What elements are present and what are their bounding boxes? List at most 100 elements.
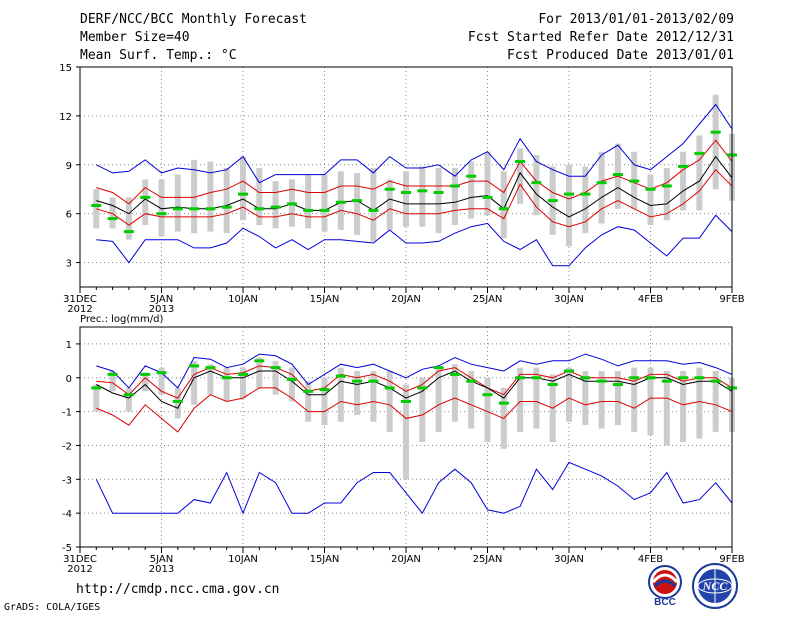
spread-box bbox=[240, 367, 246, 399]
x-tick-label: 10JAN bbox=[228, 294, 258, 305]
ncc-logo-icon: NCC bbox=[692, 563, 738, 609]
p10-line bbox=[96, 168, 733, 228]
spread-box bbox=[288, 367, 295, 402]
source-url[interactable]: http://cmdp.ncc.cma.gov.cn bbox=[76, 582, 280, 597]
x-tick-label: 31DEC bbox=[63, 294, 97, 305]
y-tick-label: 12 bbox=[59, 112, 72, 123]
y-tick-label: 3 bbox=[66, 259, 72, 270]
spread-box bbox=[370, 371, 377, 422]
mean-line bbox=[96, 155, 733, 218]
spread-box bbox=[631, 367, 638, 432]
spread-box bbox=[223, 168, 230, 234]
max-line bbox=[96, 353, 733, 389]
y-tick-label: -4 bbox=[62, 509, 72, 520]
spread-box bbox=[125, 387, 132, 412]
forecast-produced-date: Fcst Produced Date 2013/01/01 bbox=[507, 48, 734, 63]
spread-box bbox=[484, 377, 491, 443]
spread-box bbox=[256, 357, 263, 388]
max-line bbox=[96, 103, 733, 184]
spread-box bbox=[191, 360, 198, 405]
spread-box bbox=[386, 371, 393, 432]
y-tick-label: -2 bbox=[62, 441, 72, 452]
spread-box bbox=[272, 181, 279, 229]
spread-box bbox=[223, 367, 230, 402]
y-tick-label: -3 bbox=[62, 475, 72, 486]
x-tick-label: 20JAN bbox=[391, 294, 421, 305]
spread-box bbox=[566, 164, 572, 247]
x-tick-label: 15JAN bbox=[310, 294, 340, 305]
bcc-logo-text: BCC bbox=[654, 597, 676, 608]
spread-box bbox=[484, 151, 491, 216]
spread-box bbox=[663, 168, 670, 221]
spread-box bbox=[533, 155, 540, 216]
spread-box bbox=[109, 371, 116, 392]
spread-box bbox=[696, 135, 703, 211]
y-tick-label: 1 bbox=[66, 340, 72, 351]
spread-box bbox=[158, 179, 165, 237]
spread-box bbox=[354, 371, 361, 415]
spread-box bbox=[712, 371, 719, 432]
spread-box bbox=[354, 172, 361, 235]
spread-box bbox=[582, 166, 589, 234]
x-tick-label: 20JAN bbox=[391, 554, 421, 565]
x-tick-sublabel: 2012 bbox=[67, 564, 92, 575]
spread-box bbox=[142, 372, 149, 392]
precip-axis-label: Prec.: log(mm/d) bbox=[80, 314, 163, 325]
spread-box bbox=[93, 384, 100, 412]
spread-box bbox=[435, 367, 442, 432]
y-tick-label: 15 bbox=[59, 63, 72, 74]
spread-box bbox=[125, 197, 132, 240]
spread-box bbox=[517, 367, 524, 432]
spread-box bbox=[419, 377, 426, 443]
spread-box bbox=[305, 174, 312, 229]
x-tick-label: 25JAN bbox=[473, 554, 503, 565]
x-tick-label: 9FEB bbox=[719, 294, 744, 305]
spread-box bbox=[680, 371, 687, 443]
p90-line bbox=[96, 365, 733, 399]
spread-box bbox=[142, 179, 149, 226]
y-tick-label: 6 bbox=[66, 210, 72, 221]
x-tick-sublabel: 2013 bbox=[149, 304, 174, 315]
spread-box bbox=[566, 367, 572, 422]
spread-box bbox=[696, 367, 703, 439]
grads-credit: GrADS: COLA/IGES bbox=[4, 602, 101, 613]
x-tick-label: 30JAN bbox=[554, 554, 584, 565]
spread-box bbox=[386, 179, 393, 230]
x-tick-sublabel: 2012 bbox=[67, 304, 92, 315]
bcc-logo-icon: BCC bbox=[648, 565, 682, 608]
spread-box bbox=[109, 197, 116, 229]
member-size-label: Member Size=40 bbox=[80, 30, 190, 45]
spread-box bbox=[370, 168, 377, 242]
spread-box bbox=[533, 367, 540, 429]
spread-box bbox=[419, 166, 426, 227]
spread-box bbox=[207, 364, 214, 395]
spread-box bbox=[712, 94, 719, 190]
spread-box bbox=[272, 360, 279, 395]
forecast-started-date: Fcst Started Refer Date 2012/12/31 bbox=[467, 30, 734, 45]
x-tick-label: 5JAN bbox=[150, 554, 173, 565]
y-tick-label: -1 bbox=[62, 408, 72, 419]
spread-box bbox=[500, 171, 507, 239]
forecast-period: For 2013/01/01-2013/02/09 bbox=[538, 12, 734, 27]
spread-box bbox=[614, 371, 621, 426]
x-tick-label: 25JAN bbox=[473, 294, 503, 305]
y-tick-label: 9 bbox=[66, 161, 72, 172]
chart-title: DERF/NCC/BCC Monthly Forecast bbox=[80, 12, 307, 27]
p90-line bbox=[96, 139, 733, 205]
y-tick-label: -5 bbox=[62, 543, 72, 554]
spread-box bbox=[582, 371, 589, 426]
p10-line bbox=[96, 387, 733, 433]
spread-box bbox=[256, 168, 263, 226]
x-tick-label: 31DEC bbox=[63, 554, 97, 565]
x-tick-sublabel: 2013 bbox=[149, 564, 174, 575]
x-tick-label: 5JAN bbox=[150, 294, 173, 305]
spread-box bbox=[158, 367, 165, 395]
spread-box bbox=[647, 367, 654, 436]
spread-box bbox=[403, 384, 409, 480]
spread-box bbox=[337, 171, 344, 230]
x-tick-label: 9FEB bbox=[719, 554, 744, 565]
spread-box bbox=[435, 168, 442, 234]
x-tick-label: 15JAN bbox=[310, 554, 340, 565]
